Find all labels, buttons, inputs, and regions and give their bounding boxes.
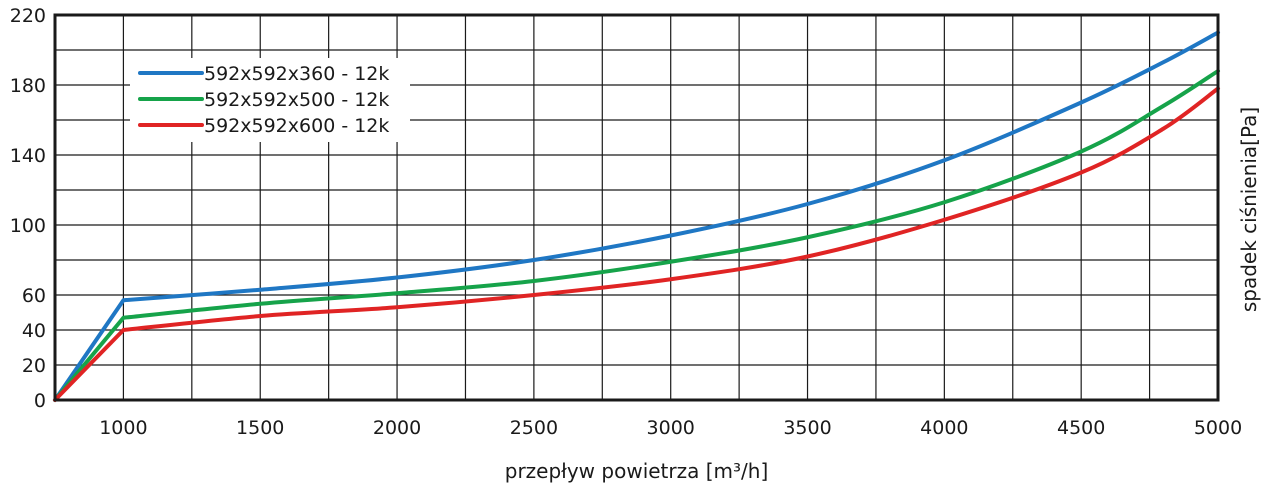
x-tick-label: 1000	[99, 417, 147, 439]
y-axis-label: spadek ciśnienia[Pa]	[1237, 107, 1261, 312]
y-tick-label: 140	[10, 145, 46, 167]
x-tick-label: 2000	[373, 417, 421, 439]
legend-label-1: 592x592x360 - 12k	[204, 63, 389, 85]
x-tick-label: 4500	[1057, 417, 1105, 439]
plot-frame	[53, 13, 1220, 402]
grid	[55, 15, 1218, 400]
y-tick-label: 0	[34, 390, 46, 412]
y-tick-label: 60	[22, 285, 46, 307]
legend-label-3: 592x592x600 - 12k	[204, 115, 389, 137]
x-tick-labels: 1000 1500 2000 2500 3000 3500 4000 4500 5000	[99, 417, 1242, 439]
x-axis-label: przepływ powietrza [m³/h]	[505, 459, 769, 483]
x-tick-label: 3000	[647, 417, 695, 439]
series-line-2	[53, 69, 1220, 402]
y-tick-label: 180	[10, 75, 46, 97]
y-tick-label: 20	[22, 355, 46, 377]
y-tick-label: 220	[10, 5, 46, 27]
x-tick-label: 1500	[236, 417, 284, 439]
legend: 592x592x360 - 12k 592x592x500 - 12k 592x59…	[130, 58, 410, 142]
x-tick-label: 4000	[920, 417, 968, 439]
series-line-3	[53, 86, 1220, 402]
x-tick-label: 5000	[1194, 417, 1242, 439]
x-tick-label: 2500	[510, 417, 558, 439]
y-tick-labels: 0 20 40 60 100 140 180 220	[10, 5, 46, 412]
series-line-1	[53, 30, 1220, 402]
y-tick-label: 100	[10, 215, 46, 237]
y-tick-label: 40	[22, 320, 46, 342]
series-lines	[53, 30, 1220, 402]
x-tick-label: 3500	[783, 417, 831, 439]
legend-label-2: 592x592x500 - 12k	[204, 89, 389, 111]
